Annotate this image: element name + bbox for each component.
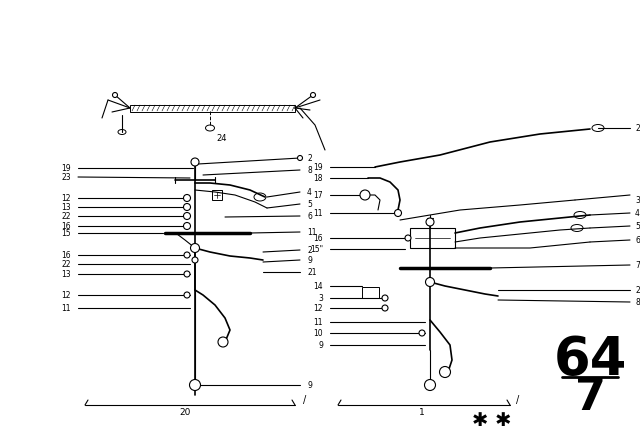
Text: 19: 19 <box>61 164 71 172</box>
Circle shape <box>382 295 388 301</box>
Circle shape <box>184 223 191 229</box>
Text: 15: 15 <box>61 228 71 237</box>
Text: 7: 7 <box>635 260 640 270</box>
Circle shape <box>419 330 425 336</box>
Text: 16: 16 <box>61 221 71 231</box>
Text: ✱ ✱: ✱ ✱ <box>472 410 512 430</box>
Text: 11: 11 <box>314 208 323 217</box>
Text: 7: 7 <box>575 375 605 418</box>
Text: 2: 2 <box>307 246 312 254</box>
Circle shape <box>184 292 190 298</box>
Circle shape <box>113 92 118 98</box>
Text: 11: 11 <box>307 228 317 237</box>
Text: 5: 5 <box>307 199 312 208</box>
Circle shape <box>360 190 370 200</box>
Ellipse shape <box>592 125 604 132</box>
Text: 8: 8 <box>307 165 312 175</box>
Text: 12: 12 <box>61 290 71 300</box>
Text: 17: 17 <box>314 190 323 199</box>
Text: /: / <box>303 395 307 405</box>
Text: 18: 18 <box>314 173 323 182</box>
Text: 2: 2 <box>635 124 640 133</box>
Text: 3: 3 <box>635 195 640 204</box>
Circle shape <box>184 252 190 258</box>
Circle shape <box>192 257 198 263</box>
Text: 9: 9 <box>318 340 323 349</box>
Ellipse shape <box>254 193 266 201</box>
Circle shape <box>394 210 401 216</box>
Circle shape <box>405 235 411 241</box>
Circle shape <box>189 379 200 391</box>
Text: 8: 8 <box>635 297 640 306</box>
Text: 12: 12 <box>61 194 71 202</box>
Circle shape <box>218 337 228 347</box>
Text: 2: 2 <box>307 154 312 163</box>
Circle shape <box>426 277 435 287</box>
Ellipse shape <box>205 125 214 131</box>
Text: 6: 6 <box>635 236 640 245</box>
Text: 11: 11 <box>61 303 71 313</box>
Text: 3: 3 <box>318 293 323 302</box>
Circle shape <box>426 218 434 226</box>
Circle shape <box>382 305 388 311</box>
Text: 6: 6 <box>307 211 312 220</box>
Ellipse shape <box>571 224 583 232</box>
Circle shape <box>440 366 451 378</box>
Circle shape <box>298 155 303 160</box>
Text: 22: 22 <box>61 211 71 220</box>
Text: 14: 14 <box>314 281 323 290</box>
Text: 13: 13 <box>61 270 71 279</box>
Ellipse shape <box>118 129 126 134</box>
Circle shape <box>184 203 191 211</box>
Text: 9: 9 <box>307 255 312 264</box>
Circle shape <box>424 379 435 391</box>
Text: 12: 12 <box>314 303 323 313</box>
FancyBboxPatch shape <box>212 190 222 200</box>
Circle shape <box>310 92 316 98</box>
Text: 15": 15" <box>310 245 323 254</box>
Text: 22: 22 <box>61 259 71 268</box>
Circle shape <box>184 194 191 202</box>
Text: 13: 13 <box>61 202 71 211</box>
Circle shape <box>184 212 191 220</box>
Text: 16: 16 <box>61 250 71 259</box>
Text: 24: 24 <box>217 134 227 142</box>
Text: 2: 2 <box>635 285 640 294</box>
FancyBboxPatch shape <box>362 287 378 297</box>
Text: 10: 10 <box>314 328 323 337</box>
Text: 9: 9 <box>307 380 312 389</box>
FancyBboxPatch shape <box>410 228 455 248</box>
Circle shape <box>191 244 200 253</box>
Ellipse shape <box>574 211 586 219</box>
Text: 20: 20 <box>179 408 191 417</box>
Text: 1: 1 <box>419 408 425 417</box>
Circle shape <box>184 271 190 277</box>
Text: 23: 23 <box>61 172 71 181</box>
Text: 11: 11 <box>314 318 323 327</box>
Text: 4: 4 <box>307 188 312 197</box>
Text: 64: 64 <box>554 334 627 386</box>
Text: 19: 19 <box>314 163 323 172</box>
Text: /: / <box>516 395 520 405</box>
Text: 21: 21 <box>307 267 317 276</box>
Text: 4: 4 <box>635 208 640 217</box>
Text: 16: 16 <box>314 233 323 242</box>
Text: 5: 5 <box>635 221 640 231</box>
Circle shape <box>191 158 199 166</box>
